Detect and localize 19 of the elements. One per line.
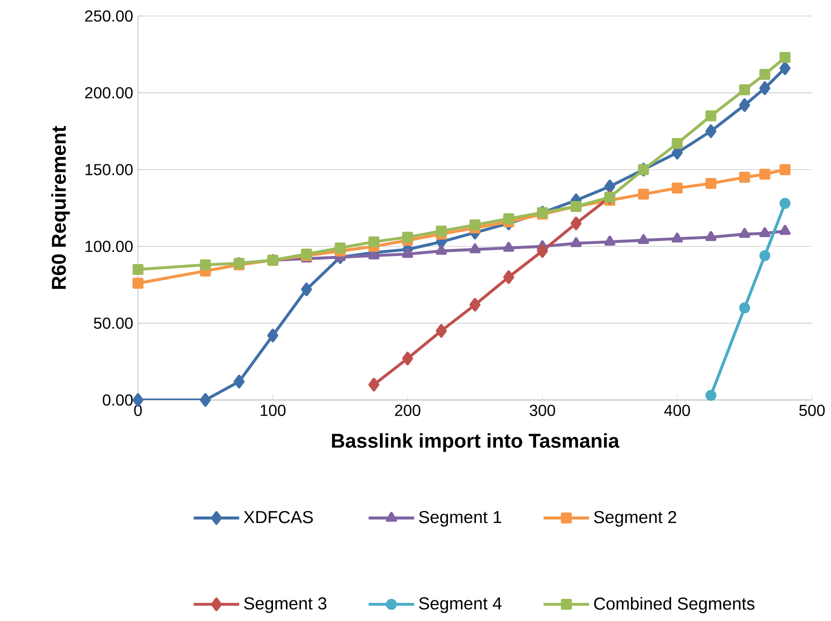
legend-label: Segment 4 [419,597,502,613]
y-tick-label: 200.00 [85,87,133,98]
y-tick-label: 150.00 [86,164,133,176]
x-axis-title: Basslink import into Tasmania [332,433,620,452]
x-tick-label: 300 [530,404,556,416]
y-tick-label: 0.00 [102,394,133,406]
x-tick-label: 400 [664,404,690,416]
legend-label: Segment 2 [594,510,676,527]
legend-label: Segment 1 [419,510,502,527]
y-tick-label: 50.00 [94,318,133,329]
legend-label: Segment 3 [244,597,326,613]
x-tick-label: 100 [260,404,286,416]
y-tick-label: 100.00 [86,240,133,252]
legend-label: XDFCAS [244,510,313,524]
y-tick-label: 250.00 [85,10,133,22]
x-tick-label: 500 [799,404,825,416]
y-axis-title: R60 Requirement [51,126,70,289]
legend-label: Combined Segments [594,597,754,614]
x-tick-label: 200 [395,404,420,416]
